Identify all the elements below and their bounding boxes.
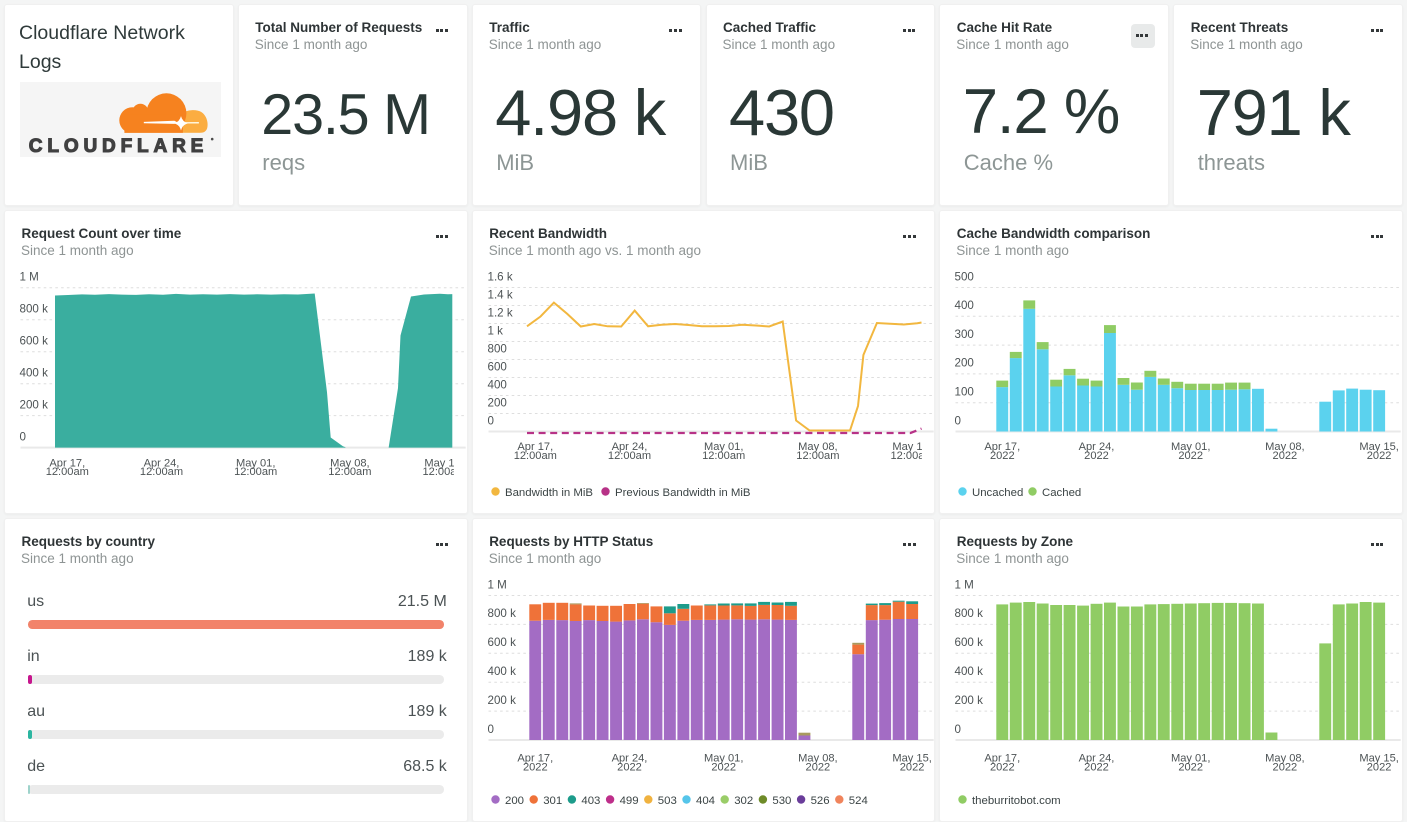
svg-text:May 15,: May 15, (1360, 753, 1399, 765)
svg-text:12:00am: 12:00am (702, 450, 745, 462)
svg-text:12:00am: 12:00am (513, 450, 556, 462)
svg-text:800 k: 800 k (955, 607, 984, 620)
svg-text:1.2 k: 1.2 k (487, 306, 512, 319)
svg-text:Apr 24,: Apr 24, (1079, 441, 1115, 453)
svg-text:200: 200 (487, 396, 506, 409)
svg-text:800 k: 800 k (487, 607, 516, 620)
svg-text:2022: 2022 (711, 762, 736, 774)
svg-text:1 k: 1 k (487, 324, 503, 337)
svg-text:0: 0 (955, 414, 961, 427)
svg-text:1.4 k: 1.4 k (487, 288, 512, 301)
svg-text:May 15,: May 15, (424, 457, 463, 469)
svg-text:May 08,: May 08, (330, 457, 369, 469)
svg-text:0: 0 (955, 723, 961, 736)
svg-text:May 01,: May 01, (1171, 441, 1210, 453)
svg-text:400 k: 400 k (20, 367, 49, 380)
svg-text:1 M: 1 M (955, 578, 974, 591)
svg-text:400 k: 400 k (487, 665, 516, 678)
svg-text:0: 0 (487, 414, 493, 427)
svg-text:2022: 2022 (805, 762, 830, 774)
svg-text:2022: 2022 (990, 450, 1015, 462)
svg-text:300: 300 (955, 328, 974, 341)
svg-text:400: 400 (487, 378, 506, 391)
svg-text:12:00am: 12:00am (140, 466, 183, 478)
svg-text:800 k: 800 k (20, 303, 49, 316)
svg-text:May 15,: May 15, (1360, 441, 1399, 453)
svg-text:12:00am: 12:00am (328, 466, 371, 478)
svg-text:May 08,: May 08, (798, 441, 837, 453)
svg-text:2022: 2022 (1084, 450, 1109, 462)
svg-text:404: 404 (696, 795, 715, 807)
svg-text:Previous Bandwidth in MiB: Previous Bandwidth in MiB (615, 487, 751, 499)
svg-text:May 01,: May 01, (704, 441, 743, 453)
svg-text:May 08,: May 08, (1265, 441, 1304, 453)
svg-text:302: 302 (734, 795, 753, 807)
svg-text:Apr 24,: Apr 24, (144, 457, 180, 469)
svg-text:theburritobot.com: theburritobot.com (972, 795, 1061, 807)
svg-text:May 01,: May 01, (1171, 753, 1210, 765)
svg-text:2022: 2022 (1273, 762, 1298, 774)
svg-text:2022: 2022 (617, 762, 642, 774)
svg-text:Apr 24,: Apr 24, (611, 441, 647, 453)
svg-text:2022: 2022 (1273, 450, 1298, 462)
svg-text:1.6 k: 1.6 k (487, 270, 512, 283)
svg-text:May 01,: May 01, (704, 753, 743, 765)
svg-text:Apr 17,: Apr 17, (517, 753, 553, 765)
svg-text:CLOUDFLARE: CLOUDFLARE (29, 135, 208, 156)
svg-text:600 k: 600 k (955, 636, 984, 649)
svg-text:200 k: 200 k (20, 398, 49, 411)
svg-text:1 M: 1 M (20, 271, 39, 284)
svg-text:2022: 2022 (523, 762, 548, 774)
svg-text:200 k: 200 k (487, 694, 516, 707)
svg-text:500: 500 (955, 270, 974, 283)
svg-text:May 15,: May 15, (892, 441, 931, 453)
svg-text:2022: 2022 (899, 762, 924, 774)
svg-text:12:00am: 12:00am (423, 466, 466, 478)
svg-text:530: 530 (772, 795, 791, 807)
svg-text:200: 200 (505, 795, 524, 807)
svg-text:503: 503 (657, 795, 676, 807)
svg-text:12:00am: 12:00am (46, 466, 89, 478)
svg-text:200: 200 (955, 357, 974, 370)
svg-text:0: 0 (487, 723, 493, 736)
svg-text:Uncached: Uncached (972, 487, 1023, 499)
svg-text:526: 526 (810, 795, 829, 807)
svg-text:2022: 2022 (1367, 762, 1392, 774)
svg-text:301: 301 (543, 795, 562, 807)
svg-text:Apr 17,: Apr 17, (985, 753, 1021, 765)
svg-text:2022: 2022 (1179, 450, 1204, 462)
svg-text:Cached: Cached (1042, 487, 1081, 499)
svg-text:600: 600 (487, 360, 506, 373)
svg-text:800: 800 (487, 342, 506, 355)
svg-text:400 k: 400 k (955, 665, 984, 678)
svg-text:Apr 24,: Apr 24, (1079, 753, 1115, 765)
svg-text:May 01,: May 01, (236, 457, 275, 469)
svg-text:Apr 17,: Apr 17, (49, 457, 85, 469)
svg-text:12:00am: 12:00am (608, 450, 651, 462)
svg-text:Bandwidth in MiB: Bandwidth in MiB (505, 487, 593, 499)
svg-text:600 k: 600 k (20, 335, 49, 348)
svg-text:524: 524 (848, 795, 867, 807)
svg-text:2022: 2022 (1367, 450, 1392, 462)
svg-text:600 k: 600 k (487, 636, 516, 649)
svg-text:May 08,: May 08, (798, 753, 837, 765)
svg-text:499: 499 (619, 795, 638, 807)
svg-text:12:00am: 12:00am (234, 466, 277, 478)
svg-text:2022: 2022 (1084, 762, 1109, 774)
svg-text:Apr 17,: Apr 17, (985, 441, 1021, 453)
svg-text:403: 403 (581, 795, 600, 807)
svg-text:Apr 24,: Apr 24, (611, 753, 647, 765)
svg-text:2022: 2022 (990, 762, 1015, 774)
svg-text:May 08,: May 08, (1265, 753, 1304, 765)
svg-text:Apr 17,: Apr 17, (517, 441, 553, 453)
svg-text:May 15,: May 15, (892, 753, 931, 765)
svg-text:12:00am: 12:00am (890, 450, 933, 462)
svg-text:200 k: 200 k (955, 694, 984, 707)
svg-text:2022: 2022 (1179, 762, 1204, 774)
svg-text:12:00am: 12:00am (796, 450, 839, 462)
svg-text:1 M: 1 M (487, 578, 506, 591)
svg-text:0: 0 (20, 430, 26, 443)
svg-text:100: 100 (955, 386, 974, 399)
svg-text:400: 400 (955, 299, 974, 312)
